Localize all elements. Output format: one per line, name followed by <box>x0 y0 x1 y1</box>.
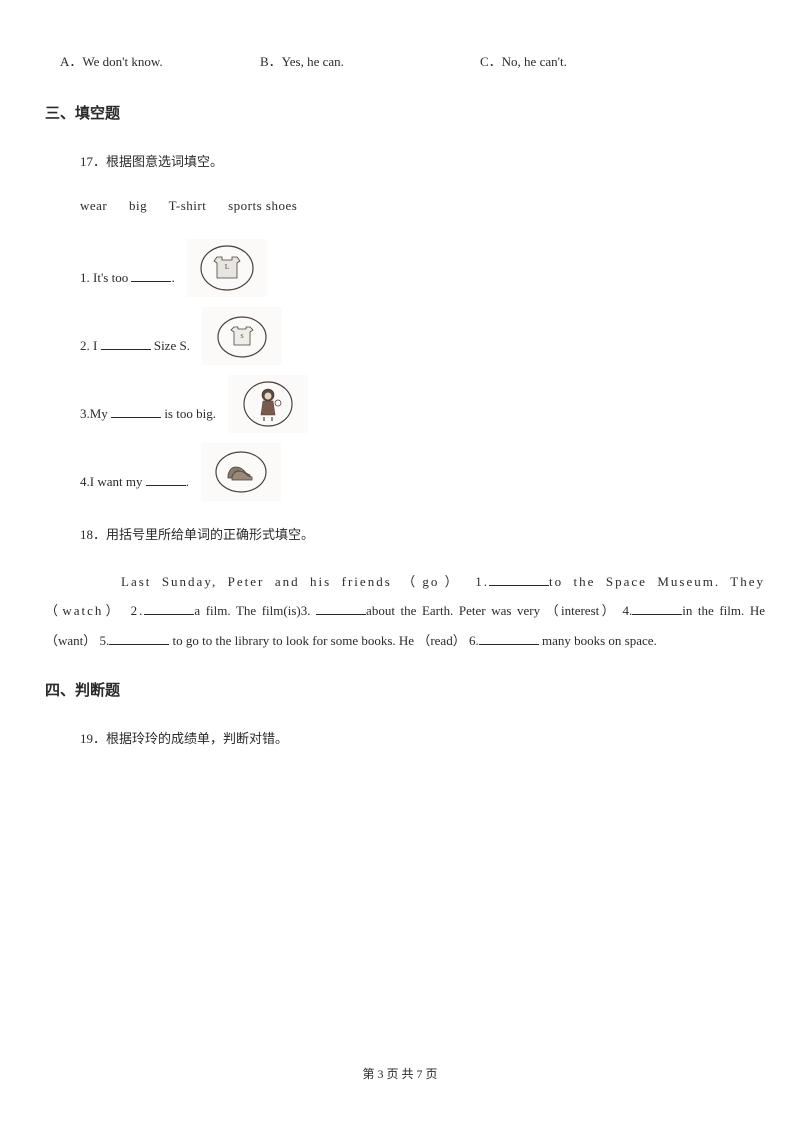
option-c: C．No, he can't. <box>480 50 765 73</box>
girl-icon <box>228 375 308 433</box>
page-footer: 第 3 页 共 7 页 <box>0 1064 800 1086</box>
svg-text:L: L <box>225 263 229 271</box>
q17-item-2-text: 2. I Size S. <box>80 334 190 365</box>
word-4: sports shoes <box>228 198 297 213</box>
q17-prompt: 17．根据图意选词填空。 <box>80 150 765 173</box>
q17-item-2: 2. I Size S. S <box>80 307 765 365</box>
q17-item-1: 1. It's too . L <box>80 239 765 297</box>
q17-item-4-text: 4.I want my . <box>80 470 189 501</box>
q17-item-3: 3.My is too big. <box>80 375 765 433</box>
q19-prompt: 19．根据玲玲的成绩单，判断对错。 <box>80 727 765 750</box>
q17-item-1-text: 1. It's too . <box>80 266 175 297</box>
blank <box>111 405 161 418</box>
blank <box>316 602 366 615</box>
q17-word-bank: wear big T-shirt sports shoes <box>80 194 765 217</box>
word-1: wear <box>80 198 107 213</box>
option-a: A．We don't know. <box>60 50 260 73</box>
blank <box>144 602 194 615</box>
blank <box>489 573 549 586</box>
q17-item-3-text: 3.My is too big. <box>80 402 216 433</box>
svg-text:S: S <box>240 334 243 340</box>
blank <box>131 269 171 282</box>
q17-item-4: 4.I want my . <box>80 443 765 501</box>
q18-prompt: 18．用括号里所给单词的正确形式填空。 <box>80 523 765 546</box>
blank <box>146 473 186 486</box>
section-3-heading: 三、填空题 <box>45 101 765 128</box>
blank <box>101 337 151 350</box>
blank <box>479 632 539 645</box>
tshirt-large-icon: L <box>187 239 267 297</box>
section-4-heading: 四、判断题 <box>45 678 765 705</box>
q18-passage: Last Sunday, Peter and his friends （go） … <box>45 567 765 657</box>
word-2: big <box>129 198 147 213</box>
answer-options-row: A．We don't know. B．Yes, he can. C．No, he… <box>60 50 765 73</box>
option-b: B．Yes, he can. <box>260 50 480 73</box>
blank <box>109 632 169 645</box>
tshirt-small-icon: S <box>202 307 282 365</box>
word-3: T-shirt <box>169 198 207 213</box>
shoes-icon <box>201 443 281 501</box>
blank <box>632 602 682 615</box>
